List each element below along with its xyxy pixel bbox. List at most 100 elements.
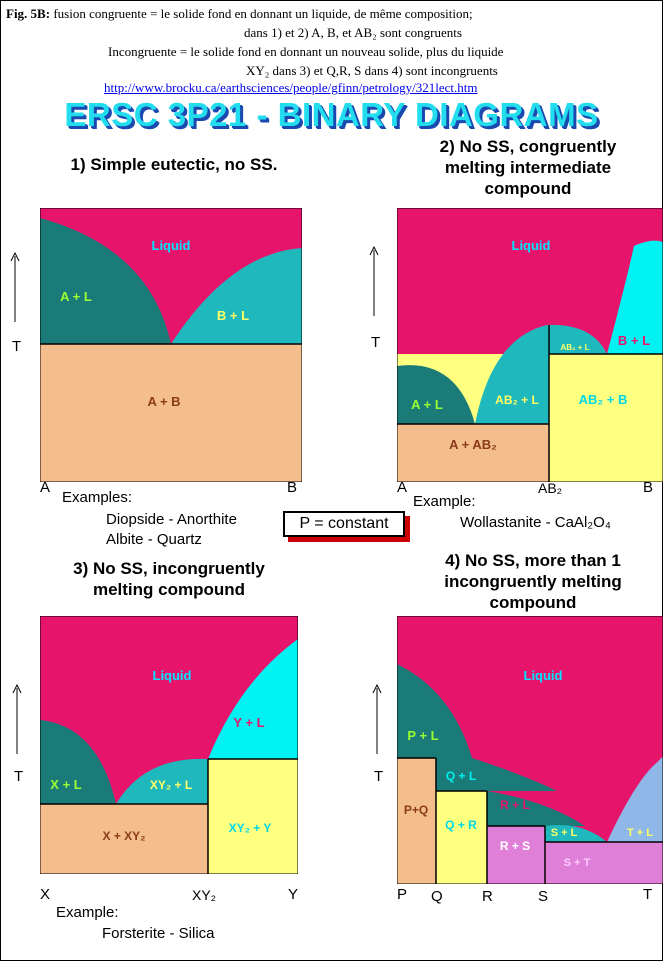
panel3-title-line-2: melting compound [92, 580, 246, 599]
panel2-t-axis-label: T [371, 334, 381, 351]
panel2-region-ab2-b [549, 354, 663, 482]
panel2-ab2-b-label: AB₂ + B [579, 392, 628, 407]
source-link[interactable]: http://www.brocku.ca/earthsciences/peopl… [104, 80, 478, 95]
panel3-region-xy2-l [116, 758, 208, 804]
panel4-x-label-s: S [538, 888, 549, 905]
panel4-t-l-label: T + L [627, 827, 653, 839]
panel1-b-l-label: B + L [217, 308, 249, 323]
panel3-temperature-arrow [12, 683, 22, 761]
header-line-2: dans 1) et 2) A, B, et AB₂ sont congruen… [244, 25, 462, 40]
panel1-temperature-arrow [10, 251, 20, 329]
panel4-title-line-2: incongruently melting [444, 572, 622, 591]
pressure-constant-box: P = constant [283, 511, 405, 537]
panel4-q-r-label: Q + R [445, 818, 477, 832]
panel2-ab2-l-top-label: AB₂ + L [560, 343, 589, 352]
panel3-x-xy2-label: X + XY₂ [102, 829, 145, 843]
panel1-t-axis-label: T [12, 338, 22, 355]
panel3-title-line-1: 3) No SS, incongruently [73, 559, 265, 578]
panel2-liquid-label: Liquid [512, 238, 551, 253]
panel2-x-mid-label: AB₂ [538, 480, 563, 496]
fig-label: Fig. 5B: [6, 6, 51, 21]
header-line-4: XY₂ dans 3) et Q,R, S dans 4) sont incon… [246, 63, 498, 78]
panel1-a-b-label: A + B [147, 394, 180, 409]
panel3-t-axis-label: T [14, 768, 24, 785]
panel1-title-line: 1) Simple eutectic, no SS. [70, 155, 278, 174]
panel4-title-line-3: compound [489, 593, 577, 612]
panel1-example-2: Albite - Quartz [106, 531, 202, 548]
panel3-x-l-label: X + L [50, 777, 81, 792]
panel2-examples-label: Example: [413, 493, 476, 510]
panel3-xy2-y-label: XY₂ + Y [229, 821, 272, 835]
panel2-a-l-label: A + L [411, 397, 443, 412]
panel1-example-1: Diopside - Anorthite [106, 511, 237, 528]
panel4-liquid-label: Liquid [524, 668, 563, 683]
panel4-region-p-q [397, 758, 436, 884]
panel4-temperature-arrow [372, 683, 382, 761]
panel2-a-ab2-label: A + AB₂ [449, 437, 497, 452]
panel2-region-a-ab2 [397, 424, 549, 482]
panel4-s-t-label: S + T [564, 857, 591, 869]
page-title: ERSC 3P21 - BINARY DIAGRAMS [64, 96, 599, 133]
panel4-region-s-l [545, 825, 607, 842]
panel4-x-label-p: P [397, 886, 408, 903]
panel3-examples-label: Example: [56, 904, 119, 921]
panel3-region-x-xy2 [40, 804, 208, 874]
panel4-p-l-label: P + L [407, 728, 438, 743]
panel2-b-l-label: B + L [618, 333, 650, 348]
panel2-example-1: Wollastanite - CaAl₂O₄ [460, 514, 611, 531]
panel4-region-r-s [487, 826, 545, 884]
panel3-x-mid-label: XY₂ [192, 887, 217, 903]
panel3-region-x-l [40, 720, 116, 804]
panel2-region-ab2-l [475, 324, 607, 424]
panel1-examples-label: Examples: [62, 489, 133, 506]
panel3-diagram: Liquid Y + L X + L XY₂ + L X + XY₂ XY₂ +… [40, 616, 298, 874]
panel1-a-l-label: A + L [60, 289, 92, 304]
panel3-region-xy2-y [208, 759, 298, 874]
panel4-x-label-r: R [482, 888, 493, 905]
panel4-q-l-label: Q + L [446, 769, 476, 783]
panel4-title: 4) No SS, more than 1 incongruently melt… [404, 550, 662, 613]
panel4-s-l-label: S + L [551, 827, 578, 839]
panel2-title-line-3: compound [484, 179, 572, 198]
panel3-x-left-label: X [40, 886, 51, 903]
panel3-liquid-label: Liquid [153, 668, 192, 683]
panel1-diagram: Liquid A + L B + L A + B [40, 208, 302, 482]
panel3-example-1: Forsterite - Silica [102, 925, 215, 942]
panel2-x-right-label: B [643, 479, 654, 496]
panel4-diagram: Liquid P + L Q + L R + L S + L T + L P+Q… [397, 616, 663, 884]
panel4-r-l-label: R + L [500, 798, 530, 812]
panel2-temperature-arrow [369, 245, 379, 323]
panel1-x-left-label: A [40, 479, 51, 496]
panel1-liquid-label: Liquid [152, 238, 191, 253]
panel1-region-a-l [40, 218, 171, 344]
panel4-region-q-r [436, 791, 487, 884]
panel3-xy2-l-label: XY₂ + L [150, 778, 192, 792]
header-line-1-text: fusion congruente = le solide fond en do… [50, 6, 473, 21]
panel4-x-label-q: Q [431, 888, 443, 905]
panel1-region-b-l [171, 248, 302, 344]
panel2-title-line-1: 2) No SS, congruently [439, 137, 617, 156]
panel4-t-axis-label: T [374, 768, 384, 785]
panel2-x-left-label: A [397, 479, 408, 496]
panel3-y-l-label: Y + L [233, 715, 264, 730]
panel4-title-line-1: 4) No SS, more than 1 [445, 551, 621, 570]
panel2-region-b-l [607, 240, 663, 354]
panel1-title: 1) Simple eutectic, no SS. [34, 154, 314, 175]
panel4-p-q-label: P+Q [404, 803, 428, 817]
panel2-region-a-l [397, 365, 475, 424]
panel4-region-r-l [487, 791, 585, 826]
panel4-r-s-label: R + S [500, 839, 530, 853]
panel3-x-right-label: Y [288, 886, 299, 903]
panel4-region-s-t [545, 842, 663, 884]
panel4-x-label-t: T [643, 886, 653, 903]
panel4-region-t-l [607, 756, 663, 842]
panel4-region-p-l [397, 664, 472, 758]
panel2-diagram: Liquid A + L AB₂ + L AB₂ + L B + L AB₂ +… [397, 208, 663, 482]
panel2-title: 2) No SS, congruently melting intermedia… [398, 136, 658, 199]
panel2-ab2-l-left-label: AB₂ + L [495, 393, 539, 407]
panel2-title-line-2: melting intermediate [444, 158, 612, 177]
header-line-1: Fig. 5B: fusion congruente = le solide f… [6, 6, 473, 22]
header-line-3: Incongruente = le solide fond en donnant… [108, 44, 504, 59]
panel1-x-right-label: B [287, 479, 298, 496]
panel3-region-y-l [208, 639, 298, 759]
